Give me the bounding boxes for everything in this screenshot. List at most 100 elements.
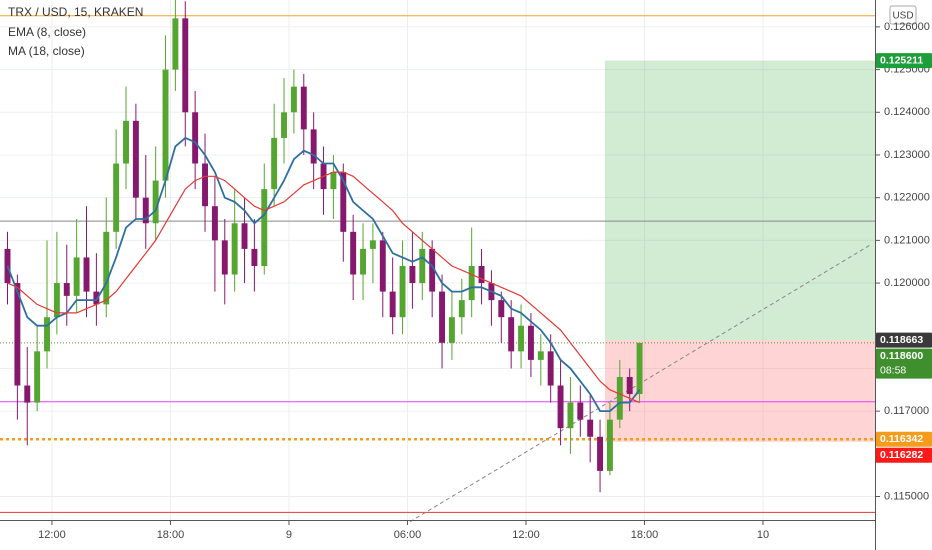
- legend-entry: EMA (8, close): [8, 25, 86, 39]
- candle-body: [419, 248, 426, 284]
- candle-body: [271, 137, 278, 190]
- legend-entry: MA (18, close): [8, 44, 85, 58]
- candle-body: [360, 248, 366, 275]
- candle-body: [142, 197, 149, 224]
- candle-body: [24, 385, 31, 403]
- candle-body: [192, 112, 199, 164]
- candle-body: [458, 300, 465, 318]
- candle-body: [281, 112, 287, 138]
- candle-body: [626, 376, 633, 395]
- candle-body: [290, 86, 297, 113]
- candle-body: [439, 291, 446, 343]
- loss-zone: [604, 340, 875, 442]
- candle-body: [202, 163, 208, 207]
- y-tick-label: 0.121000: [884, 234, 930, 246]
- x-tick-label: 12:00: [512, 529, 540, 541]
- candle-body: [448, 317, 455, 343]
- candle-body: [310, 129, 317, 164]
- y-tick-label: 0.124000: [884, 106, 930, 118]
- candle-body: [429, 248, 436, 292]
- candle-body: [34, 351, 41, 403]
- candle-body: [409, 265, 416, 284]
- candle-body: [162, 69, 169, 181]
- currency: USD: [892, 11, 913, 22]
- x-tick-label: 12:00: [38, 529, 66, 541]
- candle-body: [83, 257, 90, 292]
- candle-body: [389, 291, 396, 318]
- y-tick-label: 0.126000: [884, 21, 930, 33]
- price-label: 0.118663: [880, 334, 923, 346]
- candle-body: [251, 248, 258, 266]
- candle-body: [300, 86, 307, 130]
- indicator-line: [6, 136, 641, 412]
- y-tick-label: 0.115000: [884, 490, 929, 502]
- candle-body: [399, 265, 406, 318]
- candle-body: [587, 419, 594, 437]
- candle-body: [152, 180, 159, 224]
- price-label-bg: [876, 348, 932, 379]
- price-label-bg: [876, 53, 932, 69]
- candle-body: [73, 257, 80, 296]
- candle-body: [498, 300, 505, 318]
- candle-body: [211, 206, 218, 241]
- x-tick-label: 18:00: [157, 529, 185, 541]
- price-label: 0.125211: [880, 54, 923, 66]
- candle-body: [4, 248, 11, 284]
- candle-body: [132, 120, 139, 198]
- candle-body: [527, 325, 534, 360]
- candle-body: [350, 231, 357, 275]
- candle-body: [597, 436, 604, 471]
- price-label-bg: [876, 431, 932, 447]
- price-label: 0.116282: [880, 449, 923, 461]
- candle-body: [606, 419, 613, 471]
- x-tick-label: 10: [757, 529, 769, 541]
- candle-body: [508, 317, 515, 352]
- x-tick-label: 18:00: [631, 529, 659, 541]
- candle-body: [379, 240, 386, 292]
- candle-body: [231, 223, 238, 275]
- plot-area: [0, 0, 875, 523]
- candle-body: [53, 283, 60, 318]
- price-label-bg: [876, 332, 932, 348]
- price-label: 0.116342: [880, 433, 923, 445]
- candle-body: [547, 351, 554, 386]
- candle-body: [63, 283, 70, 296]
- candle-body: [93, 291, 100, 305]
- candle-body: [14, 283, 21, 386]
- y-tick-label: 0.117000: [884, 405, 929, 417]
- candle-body: [478, 265, 485, 284]
- y-tick-label: 0.120000: [884, 277, 930, 289]
- candle-body: [44, 317, 50, 352]
- candle-body: [182, 18, 189, 113]
- candle-body: [636, 342, 643, 395]
- price-label-bg: [876, 447, 932, 463]
- y-tick-label: 0.122000: [884, 192, 930, 204]
- profit-zone: [604, 60, 875, 341]
- x-tick-label: 06:00: [394, 529, 422, 541]
- candle-body: [172, 18, 179, 70]
- candle-body: [567, 402, 574, 429]
- x-tick-label: 9: [286, 529, 292, 541]
- candle-body: [468, 265, 475, 301]
- candle-body: [537, 351, 544, 360]
- candle-body: [103, 231, 110, 305]
- candle-body: [113, 163, 120, 232]
- candle-body: [577, 402, 584, 420]
- candle-body: [616, 376, 623, 420]
- candle-body: [340, 172, 347, 232]
- candle-body: [123, 120, 129, 164]
- candle-body: [330, 172, 337, 190]
- currency-badge[interactable]: [889, 5, 917, 25]
- chart-title: TRX / USD, 15, KRAKEN: [8, 5, 143, 19]
- candle-body: [518, 325, 525, 352]
- candle-body: [221, 240, 228, 275]
- countdown: 08:58: [880, 364, 906, 376]
- indicator-line: [7, 171, 640, 404]
- candle-body: [261, 189, 268, 266]
- price-label: 0.118600: [880, 350, 923, 362]
- candle-body: [369, 240, 376, 249]
- y-tick-label: 0.123000: [884, 149, 930, 161]
- candle-body: [241, 223, 248, 249]
